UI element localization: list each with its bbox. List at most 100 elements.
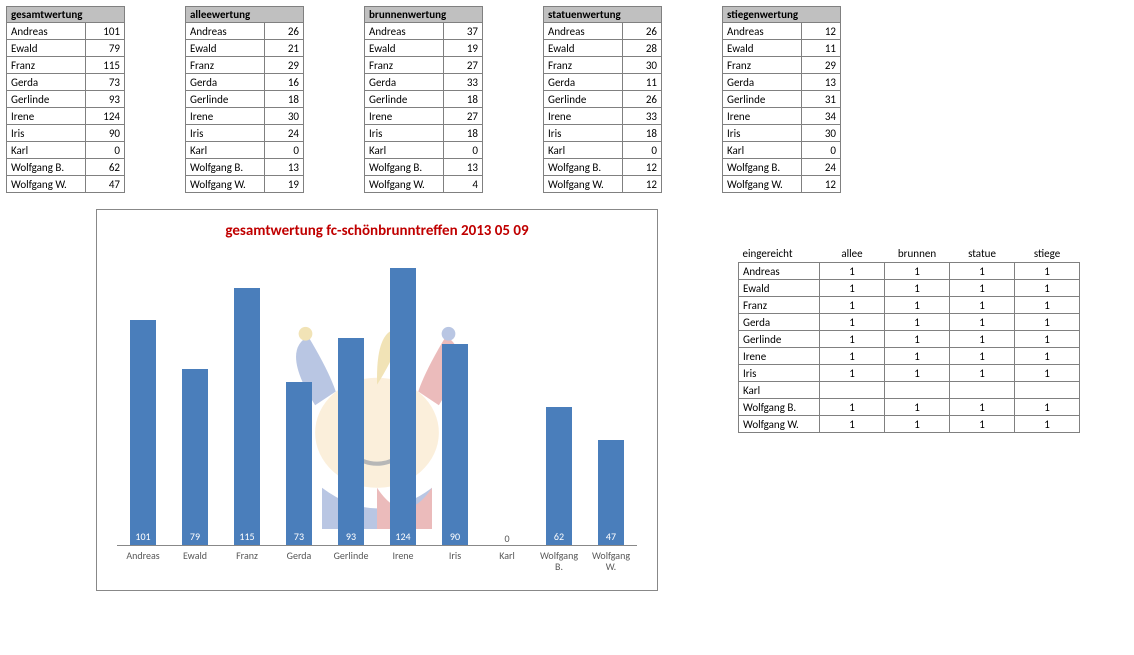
table-row: Andreas1111 [739, 263, 1080, 280]
value-cell: 29 [265, 57, 304, 74]
bar-value-label: 62 [546, 530, 572, 543]
table-title: brunnenwertung [365, 7, 483, 23]
name-cell: Wolfgang W. [723, 176, 802, 193]
table-row: Iris18 [544, 125, 662, 142]
check-cell: 1 [820, 280, 885, 297]
value-cell: 12 [802, 23, 841, 40]
table-row: Iris90 [7, 125, 125, 142]
table-row: Franz30 [544, 57, 662, 74]
value-cell: 27 [444, 57, 483, 74]
value-cell: 31 [802, 91, 841, 108]
table-row: Gerda13 [723, 74, 841, 91]
value-cell: 124 [86, 108, 125, 125]
value-cell: 93 [86, 91, 125, 108]
check-cell: 1 [1015, 365, 1080, 382]
table-row: Andreas101 [7, 23, 125, 40]
name-cell: Gerda [186, 74, 265, 91]
bar-value-label: 115 [234, 530, 260, 543]
value-cell: 18 [444, 125, 483, 142]
table-title: alleewertung [186, 7, 304, 23]
value-cell: 30 [265, 108, 304, 125]
table-row: Iris24 [186, 125, 304, 142]
bar-wrap: 115 [222, 288, 272, 545]
check-cell: 1 [820, 365, 885, 382]
table-row: Wolfgang W.1111 [739, 416, 1080, 433]
table-row: Irene27 [365, 108, 483, 125]
value-cell: 0 [444, 142, 483, 159]
value-cell: 33 [623, 108, 662, 125]
x-axis-labels: AndreasEwaldFranzGerdaGerlindeIreneIrisK… [117, 550, 637, 572]
name-cell: Karl [186, 142, 265, 159]
table-row: Ewald19 [365, 40, 483, 57]
x-axis-label: WolfgangB. [534, 550, 584, 572]
name-cell: Gerda [723, 74, 802, 91]
name-cell: Irene [723, 108, 802, 125]
bar-value-label: 79 [182, 530, 208, 543]
table-row: Wolfgang W.12 [723, 176, 841, 193]
name-cell: Iris [544, 125, 623, 142]
name-cell: Gerlinde [7, 91, 86, 108]
table-row: Iris1111 [739, 365, 1080, 382]
table-title: gesamtwertung [7, 7, 125, 23]
check-cell: 1 [950, 348, 1015, 365]
check-cell: 1 [885, 263, 950, 280]
value-cell: 62 [86, 159, 125, 176]
check-cell [885, 382, 950, 399]
x-axis-label: Iris [430, 550, 480, 572]
check-cell: 1 [885, 297, 950, 314]
table-row: Andreas26 [186, 23, 304, 40]
name-cell: Wolfgang W. [544, 176, 623, 193]
check-cell: 1 [885, 331, 950, 348]
check-cell: 1 [1015, 280, 1080, 297]
name-cell: Andreas [186, 23, 265, 40]
bars-container: 1017911573931249006247 [117, 245, 637, 546]
check-cell: 1 [820, 399, 885, 416]
table-row: Andreas26 [544, 23, 662, 40]
check-cell: 1 [885, 314, 950, 331]
chart-container: gesamtwertung fc-schönbrunntreffen 2013 … [96, 209, 658, 591]
name-cell: Iris [7, 125, 86, 142]
eingereicht-header: statue [950, 245, 1015, 263]
table-row: Irene30 [186, 108, 304, 125]
name-cell: Gerlinde [365, 91, 444, 108]
name-cell: Wolfgang W. [739, 416, 820, 433]
table-row: Gerda1111 [739, 314, 1080, 331]
bar: 73 [286, 382, 312, 545]
table-title: stiegenwertung [723, 7, 841, 23]
name-cell: Gerda [365, 74, 444, 91]
value-cell: 0 [802, 142, 841, 159]
name-cell: Gerlinde [544, 91, 623, 108]
table-row: Franz29 [723, 57, 841, 74]
table-row: Ewald28 [544, 40, 662, 57]
value-cell: 11 [802, 40, 841, 57]
x-axis-label: Ewald [170, 550, 220, 572]
table-row: Ewald11 [723, 40, 841, 57]
value-cell: 19 [265, 176, 304, 193]
table-row: Karl0 [7, 142, 125, 159]
name-cell: Karl [7, 142, 86, 159]
name-cell: Franz [739, 297, 820, 314]
value-cell: 26 [265, 23, 304, 40]
eingereicht-header: stiege [1015, 245, 1080, 263]
table-row: Wolfgang B.62 [7, 159, 125, 176]
name-cell: Karl [544, 142, 623, 159]
table-row: Irene34 [723, 108, 841, 125]
check-cell: 1 [1015, 416, 1080, 433]
table-row: Andreas37 [365, 23, 483, 40]
chart-title: gesamtwertung fc-schönbrunntreffen 2013 … [97, 210, 657, 246]
bar: 79 [182, 369, 208, 545]
bar-value-label: 124 [390, 530, 416, 543]
table-row: Irene1111 [739, 348, 1080, 365]
value-cell: 13 [265, 159, 304, 176]
name-cell: Ewald [723, 40, 802, 57]
value-cell: 11 [623, 74, 662, 91]
value-cell: 90 [86, 125, 125, 142]
table-row: Ewald21 [186, 40, 304, 57]
name-cell: Gerda [739, 314, 820, 331]
value-cell: 13 [802, 74, 841, 91]
value-cell: 26 [623, 91, 662, 108]
bar-value-label: 47 [598, 530, 624, 543]
table-row: Gerlinde31 [723, 91, 841, 108]
table-row: Gerda33 [365, 74, 483, 91]
table-row: Ewald79 [7, 40, 125, 57]
